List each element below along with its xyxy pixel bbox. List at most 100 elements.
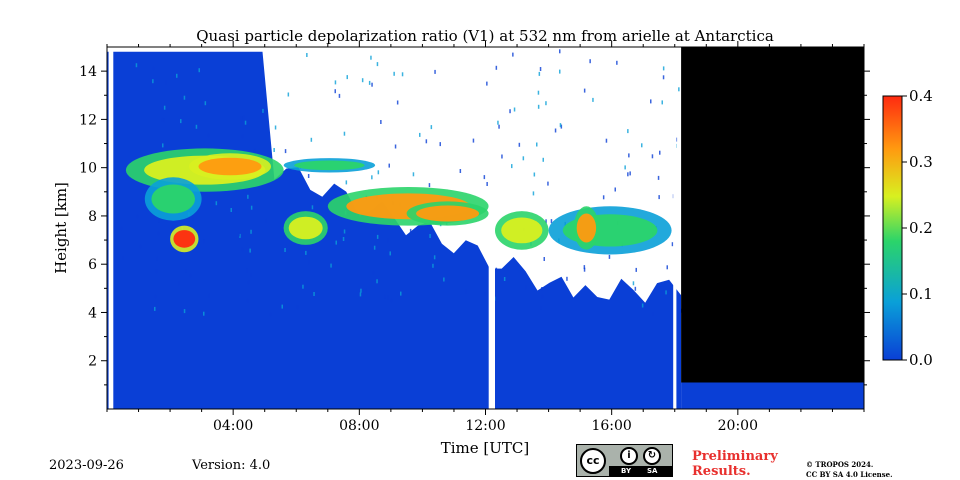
colorbar: [882, 95, 903, 361]
noise-speck: [509, 109, 511, 114]
noise-speck: [334, 80, 337, 85]
noise-speck: [538, 71, 541, 76]
noise-speck: [342, 237, 345, 241]
noise-speck: [180, 119, 182, 124]
noise-speck: [652, 312, 654, 316]
noise-speck: [195, 124, 198, 129]
noise-speck: [661, 100, 663, 105]
noise-speck: [433, 235, 436, 239]
noise-speck: [244, 120, 247, 125]
noise-speck: [203, 311, 205, 316]
noise-speck: [497, 120, 499, 125]
x-tick-label: 08:00: [339, 418, 379, 434]
noise-speck: [215, 201, 218, 206]
noise-speck: [554, 128, 557, 133]
noise-speck: [628, 153, 630, 158]
noise-speck: [400, 291, 402, 296]
data-gap: [108, 47, 114, 409]
noise-speck: [120, 226, 123, 231]
noise-speck: [158, 218, 160, 223]
noise-speck: [371, 175, 373, 180]
noise-speck: [310, 137, 313, 142]
noise-speck: [483, 175, 486, 180]
cc-license-badge[interactable]: cc i ↻ BY SA: [576, 444, 673, 477]
cloud-layer-core: [288, 216, 323, 240]
noise-speck: [306, 53, 308, 57]
preliminary-line1: Preliminary: [692, 449, 778, 464]
x-tick-label: 20:00: [718, 418, 758, 434]
by-label: BY: [621, 467, 632, 475]
cloud-layer-core: [501, 217, 543, 244]
noise-speck: [513, 107, 516, 112]
noise-speck: [178, 281, 180, 286]
noise-speck: [343, 131, 346, 136]
noise-speck: [421, 224, 423, 229]
noise-speck: [432, 263, 434, 268]
no-data-region: [681, 47, 864, 383]
noise-speck: [250, 229, 252, 234]
noise-speck: [136, 214, 139, 219]
noise-speck: [634, 286, 637, 291]
noise-speck: [165, 80, 167, 85]
noise-speck: [284, 248, 286, 252]
noise-speck: [602, 195, 605, 200]
noise-speck: [512, 52, 514, 57]
cloud-layer-core: [151, 184, 195, 214]
noise-speck: [394, 144, 397, 149]
background-signal: [107, 51, 682, 409]
noise-speck: [376, 279, 378, 284]
noise-speck: [560, 124, 563, 129]
plot-area: [107, 47, 864, 409]
noise-speck: [627, 172, 629, 177]
y-axis: 2 4 6 8 10 12 14: [79, 64, 870, 386]
cc-badge-strip: BY SA: [609, 466, 672, 476]
noise-speck: [163, 118, 165, 123]
noise-speck: [371, 82, 373, 87]
noise-speck: [154, 306, 156, 311]
noise-speck: [425, 139, 428, 144]
cloud-layer-core: [173, 230, 196, 248]
colorbar-tick-label: 0.2: [909, 219, 933, 237]
noise-speck: [313, 292, 315, 296]
noise-speck: [511, 164, 513, 169]
noise-speck: [380, 120, 382, 124]
noise-speck: [247, 280, 250, 285]
noise-speck: [241, 134, 244, 139]
noise-speck: [115, 102, 118, 107]
noise-speck: [465, 289, 467, 294]
sa-label: SA: [647, 467, 658, 475]
noise-speck: [401, 72, 404, 77]
noise-speck: [671, 242, 674, 247]
license-note: © TROPOS 2024. CC BY SA 4.0 License.: [806, 460, 893, 480]
noise-speck: [152, 66, 155, 71]
cloud-layer-core: [294, 160, 365, 171]
noise-speck: [249, 248, 251, 253]
noise-speck: [495, 65, 498, 70]
noise-speck: [334, 89, 336, 94]
noise-speck: [360, 288, 362, 293]
noise-speck: [250, 205, 253, 210]
colorbar-tick-label: 0.0: [909, 351, 933, 369]
noise-speck: [559, 69, 561, 74]
noise-speck: [368, 80, 371, 85]
noise-speck: [198, 68, 200, 73]
noise-speck: [525, 285, 527, 290]
noise-speck: [659, 150, 661, 155]
noise-speck: [592, 97, 594, 102]
noise-speck: [547, 181, 549, 186]
noise-speck: [583, 265, 586, 270]
noise-speck: [372, 270, 375, 275]
noise-speck: [235, 208, 237, 213]
noise-speck: [583, 267, 586, 272]
noise-speck: [566, 276, 568, 281]
noise-speck: [635, 267, 637, 272]
noise-speck: [486, 81, 488, 86]
noise-speck: [545, 101, 547, 106]
noise-speck: [459, 169, 462, 173]
noise-speck: [262, 108, 264, 113]
noise-speck: [641, 143, 643, 148]
noise-speck: [542, 157, 544, 162]
noise-speck: [472, 138, 475, 143]
noise-speck: [390, 298, 393, 303]
noise-speck: [183, 309, 186, 314]
